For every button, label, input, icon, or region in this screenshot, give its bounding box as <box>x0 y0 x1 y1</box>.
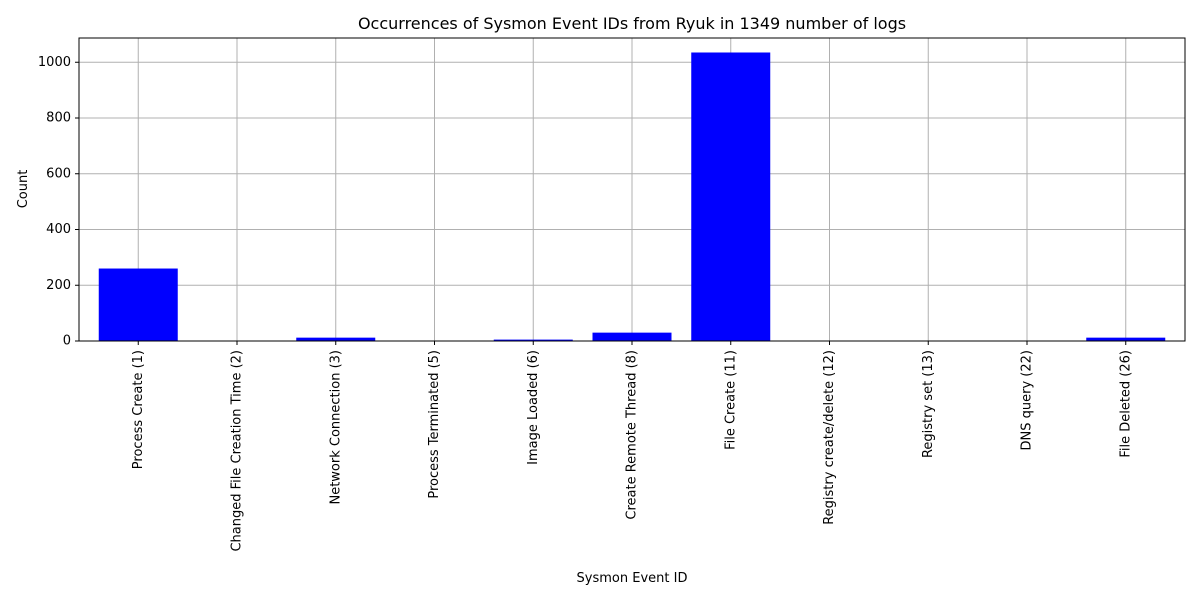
bar <box>691 52 771 342</box>
grid-lines <box>79 38 1185 342</box>
x-tick-label: DNS query (22) <box>1020 350 1035 450</box>
bar <box>296 337 376 341</box>
x-tick-label: Network Connection (3) <box>328 350 343 505</box>
y-axis-label: Count <box>16 170 31 209</box>
chart-title: Occurrences of Sysmon Event IDs from Ryu… <box>358 14 906 33</box>
bar <box>592 332 672 341</box>
y-tick-label: 200 <box>46 278 71 293</box>
x-tick-label: Image Loaded (6) <box>526 350 541 465</box>
x-tick-label: Create Remote Thread (8) <box>625 350 640 520</box>
y-tick-label: 1000 <box>38 55 71 70</box>
x-tick-label: Registry create/delete (12) <box>822 350 837 525</box>
x-tick-label: File Create (11) <box>723 350 738 450</box>
y-tick-label: 0 <box>63 334 71 349</box>
bar <box>98 268 178 341</box>
x-tick-label: Process Create (1) <box>131 350 146 469</box>
y-tick-label: 400 <box>46 222 71 237</box>
x-tick-label: Changed File Creation Time (2) <box>230 350 245 552</box>
y-tick-label: 600 <box>46 166 71 181</box>
bar <box>493 339 573 341</box>
x-axis-label: Sysmon Event ID <box>577 571 688 586</box>
x-tick-label: Process Terminated (5) <box>427 350 442 499</box>
y-axis-ticks: 0 200 400 600 800 1000 <box>38 55 79 349</box>
y-tick-label: 800 <box>46 111 71 126</box>
x-tick-label: Registry set (13) <box>921 350 936 458</box>
bar <box>1086 337 1166 341</box>
x-tick-label: File Deleted (26) <box>1118 350 1133 458</box>
x-axis-ticks: Process Create (1) Changed File Creation … <box>131 341 1133 552</box>
bars <box>98 52 1166 342</box>
